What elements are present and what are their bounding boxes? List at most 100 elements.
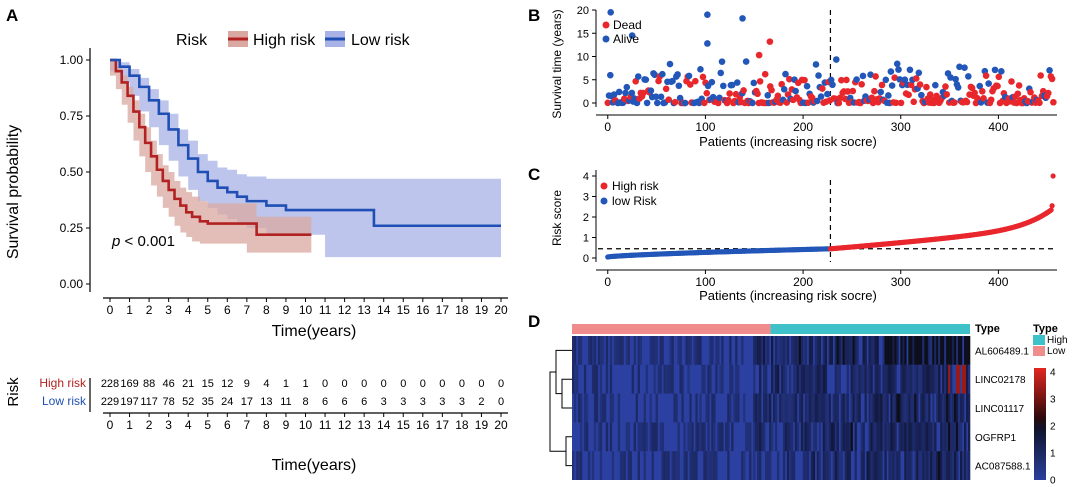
risk-count-low: 0 (498, 396, 504, 408)
km-x-tick-label: 13 (357, 303, 371, 317)
heatmap-cell (948, 336, 951, 365)
heatmap-cell (782, 451, 786, 480)
heatmap-cell (645, 364, 648, 394)
legend-dot-low-risk (600, 197, 608, 205)
heatmap-cell (968, 364, 971, 394)
heatmap-cell (868, 393, 871, 423)
alive-point (651, 71, 659, 79)
c-x-tick-label: 200 (793, 275, 813, 289)
heatmap-cell (759, 364, 762, 394)
heatmap-cell (878, 393, 881, 423)
heatmap-cell (800, 422, 804, 452)
heatmap-cell (796, 336, 800, 365)
dead-point (897, 99, 905, 107)
heatmap-cell (920, 393, 923, 423)
heatmap-cell (892, 393, 895, 423)
heatmap-cell (830, 422, 833, 452)
heatmap-cell (633, 422, 636, 452)
dead-point (838, 76, 845, 84)
heatmap-cell (880, 393, 883, 423)
heatmap-cells (572, 336, 971, 480)
heatmap-cell (830, 336, 833, 365)
heatmap-cell (956, 393, 959, 423)
heatmap-cell (619, 336, 623, 365)
heatmap-cell (934, 451, 937, 480)
heatmap-cell (950, 451, 953, 480)
heatmap-cell (818, 364, 822, 394)
b-y-tick-label: 20 (577, 5, 589, 17)
heatmap-cell (695, 336, 698, 365)
risk-count-low: 8 (302, 396, 308, 408)
risk-count-high: 0 (498, 378, 504, 390)
alive-point (685, 72, 693, 80)
heatmap-cell (707, 451, 710, 480)
dead-point (923, 83, 930, 91)
dead-point (968, 84, 976, 92)
heatmap-cell (709, 451, 712, 480)
heatmap-cell (924, 451, 927, 480)
heatmap-cell (874, 451, 877, 480)
heatmap-cell (910, 422, 913, 452)
dead-point (910, 98, 918, 106)
heatmap-cell (924, 393, 927, 423)
heatmap-cell (609, 364, 613, 394)
heatmap-cell (894, 451, 897, 480)
heatmap-cell (806, 393, 810, 423)
heatmap-cell (727, 393, 730, 423)
alive-point (674, 71, 681, 78)
risk-table-x-tick-label: 5 (204, 418, 211, 432)
heatmap-cell (914, 336, 917, 365)
heatmap-cell (599, 451, 603, 480)
heatmap-cell (639, 422, 642, 452)
km-legend-title: Risk (176, 32, 208, 49)
heatmap-cell (924, 422, 927, 452)
heatmap-cell (637, 336, 640, 365)
alive-point (792, 87, 799, 95)
heatmap-cell (902, 364, 905, 394)
dendrogram-branch (555, 349, 572, 395)
heatmap-cell (763, 422, 766, 452)
heatmap-cell (914, 393, 917, 423)
dead-point (671, 98, 679, 106)
heatmap-cell (948, 422, 951, 452)
heatmap-cell (810, 393, 814, 423)
dead-point (912, 75, 920, 82)
risk-count-low: 3 (381, 396, 387, 408)
heatmap-cell (587, 451, 591, 480)
heatmap-cell (848, 422, 851, 452)
heatmap-cell (888, 422, 891, 452)
heatmap-cell (579, 451, 583, 480)
heatmap-cell (906, 451, 909, 480)
risk-count-low: 6 (361, 396, 367, 408)
heatmap-cell (741, 336, 744, 365)
dead-point (1014, 90, 1022, 98)
type-legend-swatch-high (1033, 335, 1045, 345)
heatmap-cell (892, 422, 895, 452)
heatmap-cell (601, 393, 605, 423)
km-legend: Risk High risk Low risk (176, 31, 411, 49)
heatmap-cell (918, 336, 921, 365)
heatmap-cell (669, 364, 672, 394)
heatmap-cell (900, 364, 903, 394)
heatmap-cell (896, 336, 899, 365)
heatmap-cell (824, 393, 828, 423)
heatmap-cell (850, 422, 853, 452)
heatmap-cell (932, 393, 935, 423)
heatmap-cell (713, 451, 716, 480)
panel-letter-b: B (528, 6, 540, 25)
heatmap-cell (796, 422, 800, 452)
heatmap-cell (771, 364, 774, 394)
heatmap-cell (673, 451, 676, 480)
heatmap-cell (954, 393, 957, 423)
heatmap-cell (966, 364, 969, 394)
risk-table-x-tick-label: 16 (416, 418, 430, 432)
risk-table-x-label: Time(years) (272, 457, 357, 474)
heatmap-cell (952, 451, 955, 480)
heatmap-cell (862, 451, 865, 480)
heatmap-cell (808, 364, 812, 394)
alive-point (675, 82, 683, 90)
risk-count-low: 2 (478, 396, 484, 408)
heatmap-cell (918, 422, 921, 452)
risk-table-x-tick-label: 11 (319, 418, 332, 432)
alive-point (803, 82, 811, 90)
